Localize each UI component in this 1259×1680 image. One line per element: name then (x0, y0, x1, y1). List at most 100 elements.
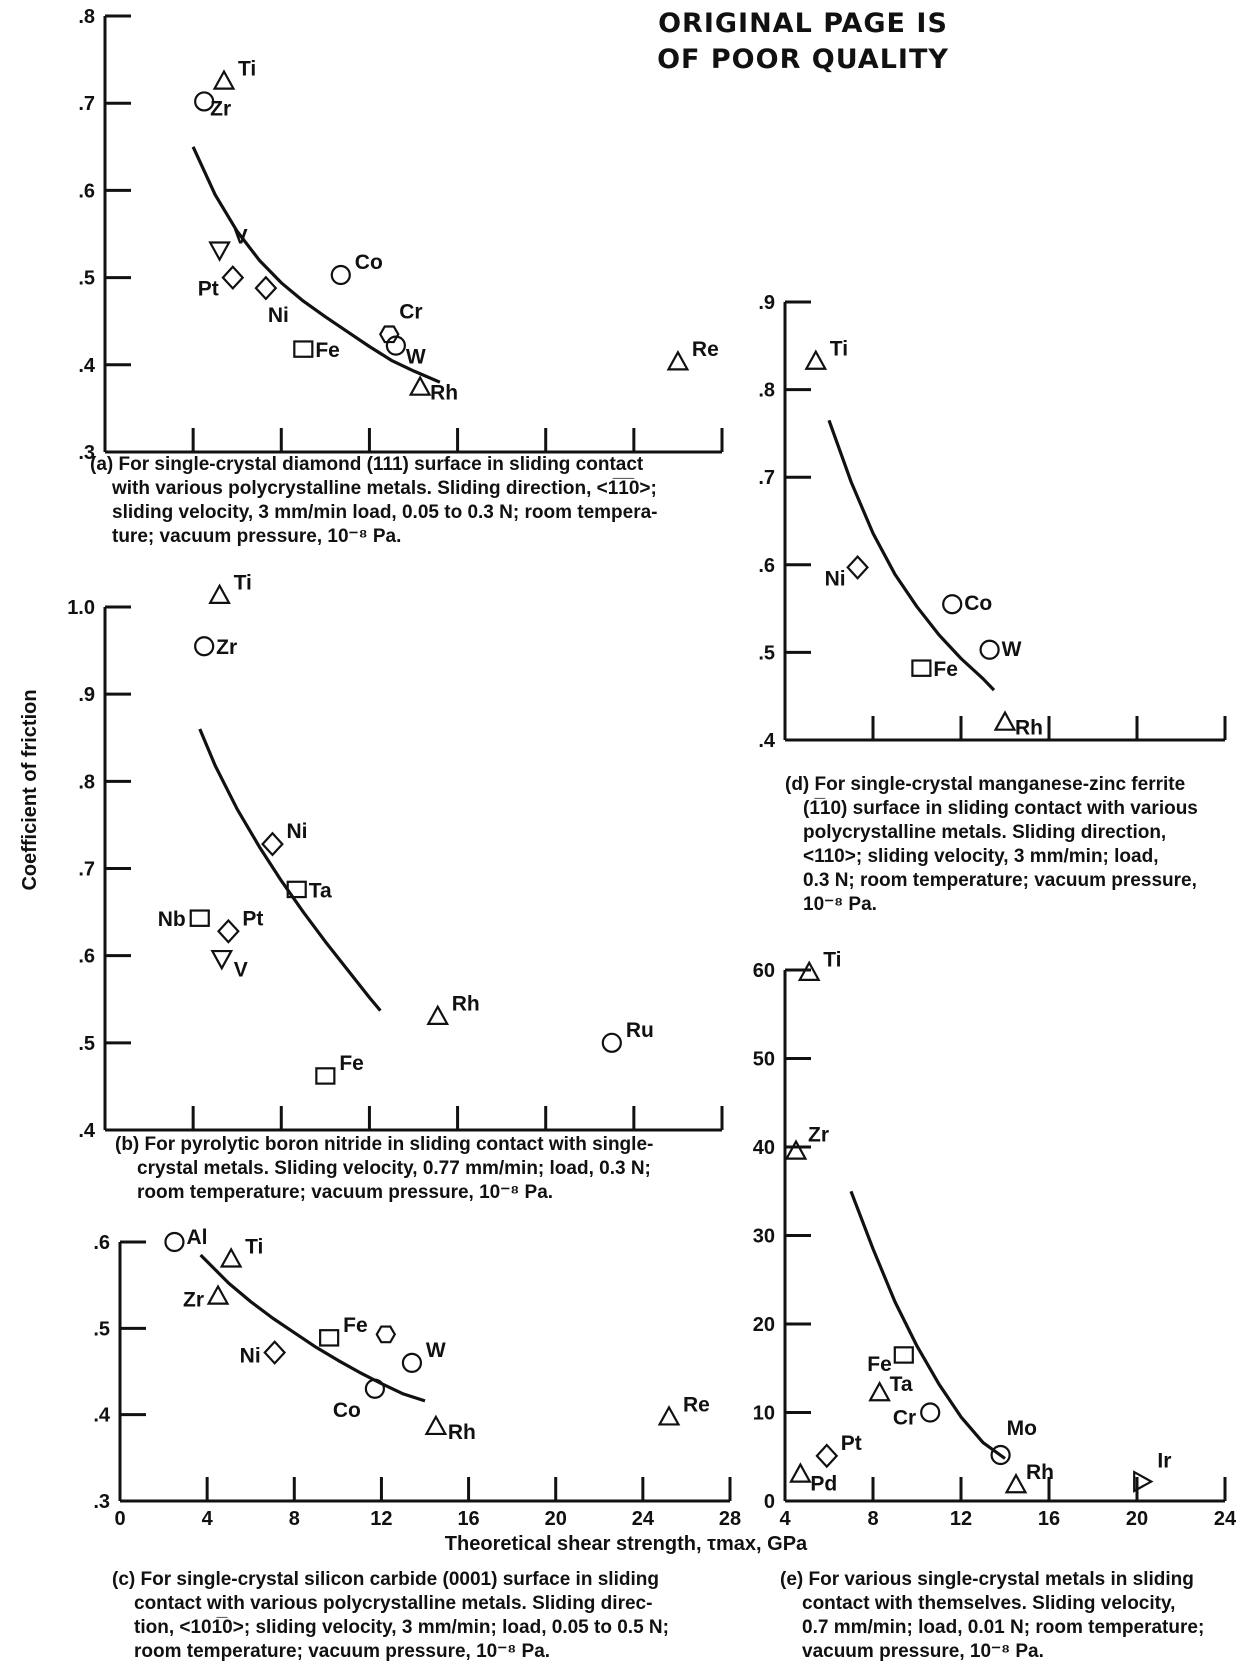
panel-e-trend-curve (849, 1190, 1006, 1460)
panel-d-point-co (942, 594, 963, 615)
panel-e-xtick-label: 24 (1214, 1508, 1237, 1530)
panel-c-point-label: Al (186, 1226, 207, 1249)
panel-d-point-fe (911, 659, 932, 677)
panel-a-caption-line: with various polycrystalline metals. Sli… (111, 478, 657, 499)
panel-c-point-label: Ni (240, 1345, 261, 1368)
panel-b-point-fe (315, 1067, 336, 1085)
panel-e-point-ti (797, 960, 821, 981)
panel-b-caption-line: room temperature; vacuum pressure, 10⁻⁸ … (137, 1182, 553, 1203)
panel-c-point-re (657, 1405, 681, 1426)
panel-d-point-label: Fe (933, 658, 958, 681)
panel-c-xtick-label: 28 (719, 1508, 741, 1530)
panel-e-point-ir (1133, 1470, 1154, 1493)
panel-c-ytick-label: .6 (93, 1232, 110, 1254)
header-stamp: ORIGINAL PAGE IS OF POOR QUALITY (657, 8, 949, 75)
panel-e-point-label: Rh (1026, 1461, 1054, 1484)
panel-c-xtick-label: 16 (457, 1508, 479, 1530)
panel-c-point-unlabeled (375, 1325, 397, 1344)
panel-a-point-rh (408, 375, 432, 396)
panel-e-point-label: Fe (867, 1353, 892, 1376)
panel-a-point-ni (254, 275, 278, 301)
panel-d-ytick-label: .7 (758, 467, 775, 489)
panel-d-point-label: W (1002, 638, 1022, 661)
panel-b-ytick-label: 1.0 (67, 597, 95, 619)
panel-a-point-re (666, 350, 690, 371)
panel-b-point-label: Rh (452, 993, 480, 1016)
panel-e-point-label: Ir (1157, 1450, 1171, 1473)
panel-d-point-w (979, 639, 1000, 660)
panel-b-ytick-label: .5 (78, 1033, 95, 1055)
panel-a-ytick-label: .8 (78, 6, 95, 28)
panel-d-ytick-label: .5 (758, 642, 775, 664)
panel-c-caption-line: contact with various polycrystalline met… (134, 1593, 652, 1614)
panel-e-ytick-label: 20 (753, 1314, 775, 1336)
panel-c-caption-line: tion, <101̅0>; sliding velocity, 3 mm/mi… (134, 1617, 669, 1638)
panel-d-ytick-label: .8 (758, 380, 775, 402)
panel-b-ytick-label: .6 (78, 946, 95, 968)
panel-a-point-zr (194, 91, 215, 112)
panel-e-ytick-label: 30 (753, 1226, 775, 1248)
panel-a-point-label: Pt (198, 278, 219, 301)
panel-a-point-label: Zr (210, 97, 231, 120)
header-line-2: OF POOR QUALITY (657, 44, 949, 75)
panel-c-ytick-label: .4 (93, 1405, 111, 1427)
panel-a-point-label: Ti (238, 57, 256, 80)
panel-a-point-label: Cr (399, 300, 422, 323)
panel-a-point-label: Fe (315, 339, 340, 362)
panel-a-point-label: W (406, 346, 426, 369)
panel-d-point-label: Rh (1015, 716, 1043, 739)
panel-e-xtick-label: 12 (950, 1508, 972, 1530)
panel-b-point-ta (286, 880, 307, 899)
panel-a-point-v (208, 241, 231, 262)
panel-a-ytick-label: .4 (78, 355, 96, 377)
panel-b-point-label: Nb (158, 908, 186, 931)
panel-d-caption-line: <110>; sliding velocity, 3 mm/min; load, (803, 846, 1159, 867)
panel-e-xtick-label: 20 (1126, 1508, 1148, 1530)
panel-d-point-label: Ti (830, 338, 848, 361)
panel-a-point-cr (378, 325, 400, 344)
panel-c-point-label: Zr (183, 1288, 204, 1311)
panel-e-point-label: Mo (1007, 1417, 1037, 1440)
panel-c-xtick-label: 12 (370, 1508, 392, 1530)
panel-b-point-label: Pt (242, 907, 263, 930)
panel-d-ytick-label: .9 (758, 292, 775, 314)
panel-b-point-ti (208, 583, 231, 604)
panel-e-point-label: Ti (823, 949, 841, 972)
panel-e-point-ta (868, 1380, 891, 1402)
panel-e-xtick-label: 4 (779, 1508, 791, 1530)
panel-c-trend-curve (199, 1253, 426, 1403)
panel-a-caption-line: sliding velocity, 3 mm/min load, 0.05 to… (112, 502, 658, 523)
panel-d-caption-line: 10⁻⁸ Pa. (803, 894, 877, 915)
panel-e-xtick-label: 16 (1038, 1508, 1060, 1530)
panel-e-point-label: Ta (890, 1373, 913, 1396)
panel-c-caption-line: (c) For single-crystal silicon carbide (… (112, 1569, 659, 1590)
panel-e-point-label: Pt (841, 1432, 862, 1455)
panel-e-xtick-label: 8 (867, 1508, 878, 1530)
header-line-1: ORIGINAL PAGE IS (658, 8, 948, 39)
panel-c-point-fe (319, 1329, 340, 1347)
panel-a-point-fe (293, 340, 314, 358)
panel-e-point-zr (784, 1139, 808, 1160)
panel-b-trend-curve (198, 728, 382, 1012)
panel-d-ytick-label: .4 (758, 730, 776, 752)
panel-c-point-label: Fe (343, 1314, 368, 1337)
panel-a-point-label: Co (355, 251, 383, 274)
chart-panels: .3 .4 .5 .6 .7 .8 Ti Zr V Pt Ni Co Cr W Fe Rh Re (a) For … (67, 6, 1237, 1662)
panel-c-xtick-label: 20 (545, 1508, 567, 1530)
panel-c-point-ti (219, 1247, 243, 1268)
panel-d-caption-line: (d) For single-crystal manganese-zinc fe… (785, 774, 1185, 795)
panel-b-ytick-label: .8 (78, 771, 95, 793)
panel-d-caption-line: (1̅10) surface in sliding contact with v… (803, 798, 1198, 819)
panel-c-point-label: Rh (448, 1421, 476, 1444)
panel-e-point-mo (990, 1444, 1011, 1466)
panel-a-point-pt (221, 265, 245, 291)
panel-b-point-label: Ru (626, 1019, 654, 1042)
panel-b: .4 .5 .6 .7 .8 .9 1.0 Ti Zr Ni Ta Nb Pt V Rh Fe Ru (b) Fo… (67, 572, 724, 1203)
panel-b-ytick-label: .9 (78, 684, 95, 706)
panel-a-point-label: Ni (268, 304, 289, 327)
panel-b-point-label: Zr (216, 636, 237, 659)
panel-b-point-ni (261, 831, 284, 857)
panel-a-point-co (330, 264, 351, 286)
panel-d-ytick-label: .6 (758, 555, 775, 577)
